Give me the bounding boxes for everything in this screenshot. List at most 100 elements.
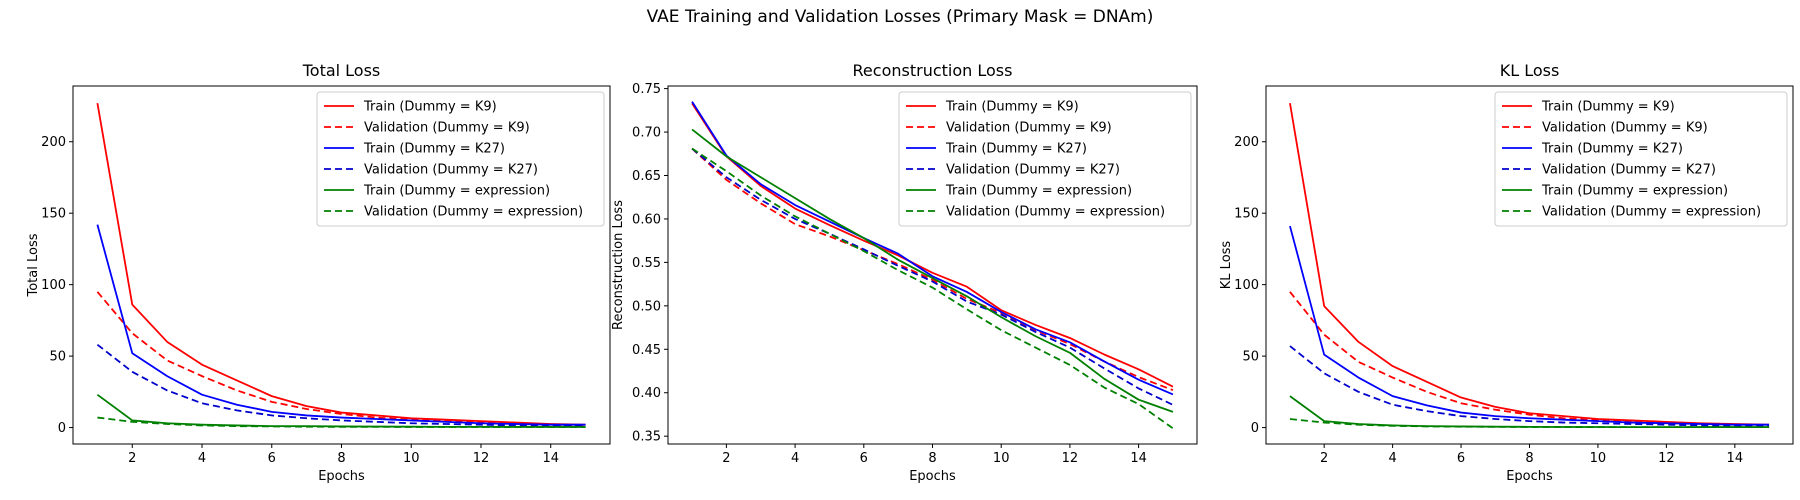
x-axis-label: Epochs <box>909 469 956 484</box>
x-tick-label: 12 <box>1658 451 1675 466</box>
x-tick-label: 2 <box>128 451 136 466</box>
y-tick-label: 0.60 <box>632 212 661 227</box>
legend: Train (Dummy = K9) Validation (Dummy = K9… <box>898 91 1192 227</box>
legend-label: Train (Dummy = K27) <box>363 142 505 157</box>
series-line-5 <box>97 416 586 428</box>
legend-label: Validation (Dummy = K27) <box>1542 163 1716 178</box>
series-line-0 <box>1289 103 1770 426</box>
series-line-5 <box>691 147 1174 430</box>
x-tick-label: 2 <box>1320 451 1328 466</box>
legend-label: Train (Dummy = K9) <box>363 100 497 115</box>
x-tick-label: 12 <box>473 451 490 466</box>
legend-label: Validation (Dummy = expression) <box>946 205 1165 220</box>
y-tick-label: 100 <box>41 278 66 293</box>
series-line-3 <box>96 343 586 428</box>
axes-frame <box>667 85 1198 445</box>
legend-label: Train (Dummy = expression) <box>363 184 550 199</box>
series-line-2 <box>1289 225 1770 426</box>
y-tick-label: 150 <box>1234 207 1259 222</box>
legend-label: Validation (Dummy = K9) <box>946 121 1112 136</box>
y-tick-label: 200 <box>41 135 66 150</box>
subplot-0: Total Loss 2 4 6 8 10 12 14 0 50 100 150 200 Epochs To… <box>26 61 611 484</box>
series-line-2 <box>96 224 586 426</box>
series-line-0 <box>96 102 586 426</box>
y-tick-label: 0.65 <box>632 169 661 184</box>
y-axis-label: Total Loss <box>26 233 41 297</box>
subplot-1: Reconstruction Loss 2 4 6 8 10 12 14 0.35 0.40 0.4… <box>611 61 1198 484</box>
series-line-0 <box>691 102 1174 388</box>
series-line-3 <box>691 147 1174 406</box>
x-tick-label: 10 <box>993 451 1010 466</box>
x-axis-label: Epochs <box>1506 469 1553 484</box>
y-tick-label: 0.55 <box>632 256 661 271</box>
x-tick-label: 6 <box>1457 451 1465 466</box>
series-line-2 <box>691 101 1174 396</box>
x-tick-label: 8 <box>337 451 345 466</box>
legend-frame <box>898 91 1192 227</box>
x-tick-label: 4 <box>1388 451 1396 466</box>
series-line-3 <box>1289 345 1770 428</box>
legend: Train (Dummy = K9) Validation (Dummy = K9… <box>316 91 605 227</box>
x-tick-label: 14 <box>1727 451 1744 466</box>
y-tick-label: 150 <box>41 207 66 222</box>
series-line-4 <box>691 128 1174 413</box>
y-tick-label: 0 <box>1251 421 1259 436</box>
series-line-5 <box>1289 418 1770 429</box>
legend-label: Validation (Dummy = expression) <box>364 205 583 220</box>
legend-label: Train (Dummy = K9) <box>1541 100 1675 115</box>
series-line-1 <box>96 291 586 427</box>
subplot-2: KL Loss 2 4 6 8 10 12 14 0 50 100 150 200 Epochs KL Lo… <box>1219 61 1794 484</box>
y-tick-label: 100 <box>1234 278 1259 293</box>
y-tick-label: 0.45 <box>632 343 661 358</box>
x-tick-label: 12 <box>1062 451 1079 466</box>
y-tick-label: 200 <box>1234 135 1259 150</box>
y-tick-label: 0.75 <box>632 82 661 97</box>
series-line-1 <box>1289 291 1770 427</box>
series-lines <box>1289 103 1770 429</box>
legend-frame <box>1494 91 1788 227</box>
x-tick-label: 6 <box>268 451 276 466</box>
y-tick-label: 0.40 <box>632 386 661 401</box>
x-tick-label: 4 <box>791 451 799 466</box>
legend-label: Train (Dummy = expression) <box>1541 184 1728 199</box>
subplot-title: Total Loss <box>302 61 381 80</box>
legend-label: Validation (Dummy = K9) <box>1542 121 1708 136</box>
x-tick-label: 14 <box>1130 451 1147 466</box>
x-tick-label: 10 <box>403 451 420 466</box>
series-lines <box>96 102 586 428</box>
y-tick-label: 0.70 <box>632 126 661 141</box>
x-tick-label: 6 <box>860 451 868 466</box>
y-axis-label: Reconstruction Loss <box>611 200 626 330</box>
y-tick-label: 0.50 <box>632 299 661 314</box>
axes-frame <box>1265 85 1794 445</box>
x-tick-label: 2 <box>722 451 730 466</box>
axes-frame <box>72 85 611 445</box>
legend-label: Validation (Dummy = K9) <box>364 121 530 136</box>
legend-label: Validation (Dummy = K27) <box>946 163 1120 178</box>
y-tick-label: 0.35 <box>632 430 661 445</box>
figure-suptitle: VAE Training and Validation Losses (Prim… <box>647 7 1154 27</box>
legend-label: Train (Dummy = K27) <box>1541 142 1683 157</box>
y-tick-label: 50 <box>1242 350 1259 365</box>
y-axis-label: KL Loss <box>1219 241 1234 290</box>
legend-label: Train (Dummy = K9) <box>945 100 1079 115</box>
legend-label: Train (Dummy = expression) <box>945 184 1132 199</box>
legend-label: Train (Dummy = K27) <box>945 142 1087 157</box>
y-tick-label: 0 <box>58 421 66 436</box>
x-tick-label: 10 <box>1590 451 1607 466</box>
legend-label: Validation (Dummy = K27) <box>364 163 538 178</box>
legend-label: Validation (Dummy = expression) <box>1542 205 1761 220</box>
x-tick-label: 4 <box>198 451 206 466</box>
legend: Train (Dummy = K9) Validation (Dummy = K9… <box>1494 91 1788 227</box>
y-tick-label: 50 <box>49 350 66 365</box>
x-axis-label: Epochs <box>318 469 365 484</box>
subplot-title: Reconstruction Loss <box>853 61 1013 80</box>
series-lines <box>691 101 1174 430</box>
x-tick-label: 8 <box>928 451 936 466</box>
x-tick-label: 8 <box>1525 451 1533 466</box>
x-tick-label: 14 <box>542 451 559 466</box>
subplot-title: KL Loss <box>1500 61 1560 80</box>
